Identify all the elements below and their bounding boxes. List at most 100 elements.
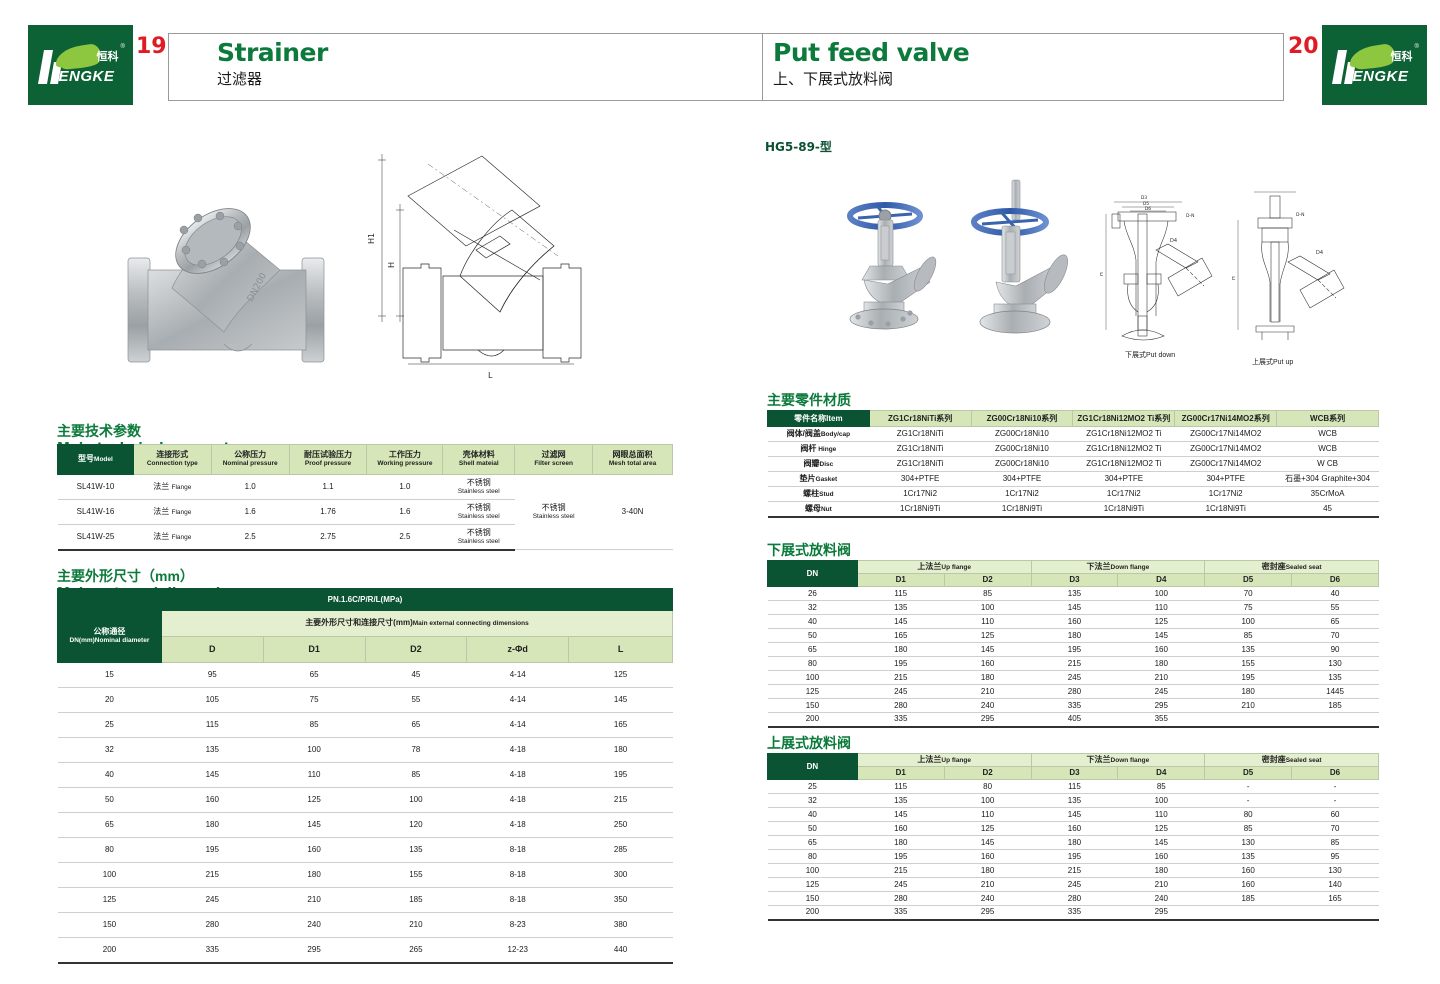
cell-d3: 280 <box>1031 891 1118 907</box>
table-row: 80 195 160 215 180 155 130 <box>767 656 1379 672</box>
heading-cn: 下展式放料阀 <box>767 542 851 558</box>
cell-d3: 215 <box>1031 656 1118 672</box>
valve-photo-put-up <box>971 179 1068 334</box>
cell-model: SL41W-25 <box>57 524 134 551</box>
cell-d2: 185 <box>365 887 467 913</box>
cell-d5: 185 <box>1204 891 1292 907</box>
cell-l: 350 <box>568 887 673 913</box>
cell-l: 440 <box>568 937 673 964</box>
cell-d6: - <box>1291 779 1379 795</box>
cell-material-2: ZG00Cr18Ni10 <box>971 456 1073 472</box>
cell-d4: 125 <box>1117 614 1205 630</box>
cell-material-2: 304+PTFE <box>971 471 1073 487</box>
table-row: 垫片Gasket 304+PTFE 304+PTFE 304+PTFE 304+PTFE… <box>767 471 1379 487</box>
cell-d2: 240 <box>944 698 1032 714</box>
table-row: 125 245 210 185 8-18 350 <box>57 887 673 913</box>
cell-dn: 80 <box>767 656 858 672</box>
cell-d4: 355 <box>1117 712 1205 728</box>
cell-material-3: ZG1Cr18Ni12MO2 Ti <box>1072 426 1175 442</box>
th-model: 型号Model <box>57 444 134 475</box>
cell-d1: 100 <box>263 737 366 763</box>
cell-dn: 150 <box>767 891 858 907</box>
th-d5: D5 <box>1204 766 1293 781</box>
page-number-left: 19 <box>136 34 167 59</box>
cell-d3: 180 <box>1031 628 1118 644</box>
cell-d3: 245 <box>1031 877 1118 893</box>
cell-material-3: 1Cr18Ni9Ti <box>1072 501 1175 518</box>
th-d4: D4 <box>1117 573 1206 588</box>
cell-zd: 4-18 <box>466 812 569 838</box>
cell-d2: 80 <box>944 779 1032 795</box>
heading-cn: 上展式放料阀 <box>767 735 851 751</box>
cell-d6: 90 <box>1291 642 1379 658</box>
cell-d4: 210 <box>1117 877 1205 893</box>
cell-d6: 185 <box>1291 698 1379 714</box>
th-down-flange: 下法兰Down flange <box>1030 559 1206 575</box>
cell-d5: 130 <box>1204 835 1292 851</box>
cell-d1: 110 <box>263 762 366 788</box>
cell-d5: - <box>1204 793 1292 809</box>
cell-d4: 100 <box>1117 586 1205 602</box>
cell-d2: 120 <box>365 812 467 838</box>
parts-material-table: 零件名称Item ZG1Cr18NiTi系列 ZG00Cr18Ni10系列 ZG… <box>767 410 1379 518</box>
cell-d2: 210 <box>944 684 1032 700</box>
cell-dn: 65 <box>57 812 162 838</box>
cell-nominal: 2.5 <box>211 524 290 551</box>
cell-d4: 180 <box>1117 863 1205 879</box>
table-row: 65 180 145 120 4-18 250 <box>57 812 673 838</box>
svg-text:H: H <box>1100 272 1105 276</box>
table-row: 20 105 75 55 4-14 145 <box>57 687 673 713</box>
page-title-en-left: Strainer <box>217 38 328 67</box>
cell-d5: 180 <box>1204 684 1292 700</box>
cell-d6: 65 <box>1291 614 1379 630</box>
cell-dn: 80 <box>767 849 858 865</box>
cell-d3: 145 <box>1031 600 1118 616</box>
cell-connection: 法兰 Flange <box>133 499 212 525</box>
cell-d1: 115 <box>857 586 945 602</box>
registered-icon: ® <box>120 44 125 50</box>
cell-proof: 1.76 <box>289 499 367 525</box>
cell-d1: 180 <box>857 835 945 851</box>
cell-dn: 150 <box>767 698 858 714</box>
table-row: 150 280 240 335 295 210 185 <box>767 698 1379 714</box>
cell-nominal: 1.0 <box>211 474 290 500</box>
cell-working: 1.0 <box>366 474 443 500</box>
logo-hengke-left: 恒科 ® ENGKE <box>28 25 133 105</box>
th-sealed-seat: 密封座Sealed seat <box>1204 559 1379 575</box>
cell-d1: 75 <box>263 687 366 713</box>
cell-material-4: ZG00Cr17Ni14MO2 <box>1174 441 1277 457</box>
cell-d4: 125 <box>1117 821 1205 837</box>
cell-zd: 4-18 <box>466 762 569 788</box>
up-feed-valve-table-body: 25 115 80 115 85- -32 135 100 135 100- -40 145 110 14… <box>767 779 1379 921</box>
cell-d5: - <box>1204 779 1292 795</box>
table-header-row: D1 D2 D3 D4 D5 D6 <box>768 573 1379 588</box>
th-dn: DN <box>767 752 858 781</box>
cell-dn: 100 <box>767 670 858 686</box>
model-label-hg5-89: HG5-89-型 <box>765 140 832 154</box>
table-header-row: 型号Model 连接形式 Connection type 公称压力 Nominal … <box>57 444 673 475</box>
cell-d6 <box>1291 905 1379 921</box>
page-header: 恒科 ® ENGKE 19 Strainer 过滤器 Put feed valv… <box>0 0 1440 112</box>
cell-d1: 245 <box>857 684 945 700</box>
cell-d1: 85 <box>263 712 366 738</box>
cell-d2: 100 <box>944 600 1032 616</box>
th-col-d: D <box>160 636 264 663</box>
cell-d3: 335 <box>1031 698 1118 714</box>
cell-material-3: ZG1Cr18Ni12MO2 Ti <box>1072 441 1175 457</box>
cell-l: 165 <box>568 712 673 738</box>
page-title-cn-right: 上、下展式放料阀 <box>773 71 894 88</box>
table-header-row: D D1 D2 z-Φd L <box>58 636 673 663</box>
cell-dn: 26 <box>767 586 858 602</box>
th-filter-screen: 过滤网 Filter screen <box>514 444 594 475</box>
table-row: 26 115 85 135 100 70 40 <box>767 586 1379 602</box>
cell-d2: 160 <box>944 656 1032 672</box>
table-row: SL41W-10 法兰 Flange 1.0 1.1 1.0 不锈钢 Stainl… <box>57 474 673 550</box>
cell-d4: 295 <box>1117 905 1205 921</box>
cell-model: SL41W-10 <box>57 474 134 500</box>
th-down-flange: 下法兰Down flange <box>1030 752 1206 768</box>
cell-d3: 160 <box>1031 614 1118 630</box>
th-series-3: ZG1Cr18Ni12MO2 Ti系列 <box>1072 410 1176 427</box>
cell-d1: 135 <box>857 600 945 616</box>
cell-d3: 195 <box>1031 642 1118 658</box>
th-pn-rating: PN.1.6C/P/R/L(MPa) <box>57 588 673 611</box>
